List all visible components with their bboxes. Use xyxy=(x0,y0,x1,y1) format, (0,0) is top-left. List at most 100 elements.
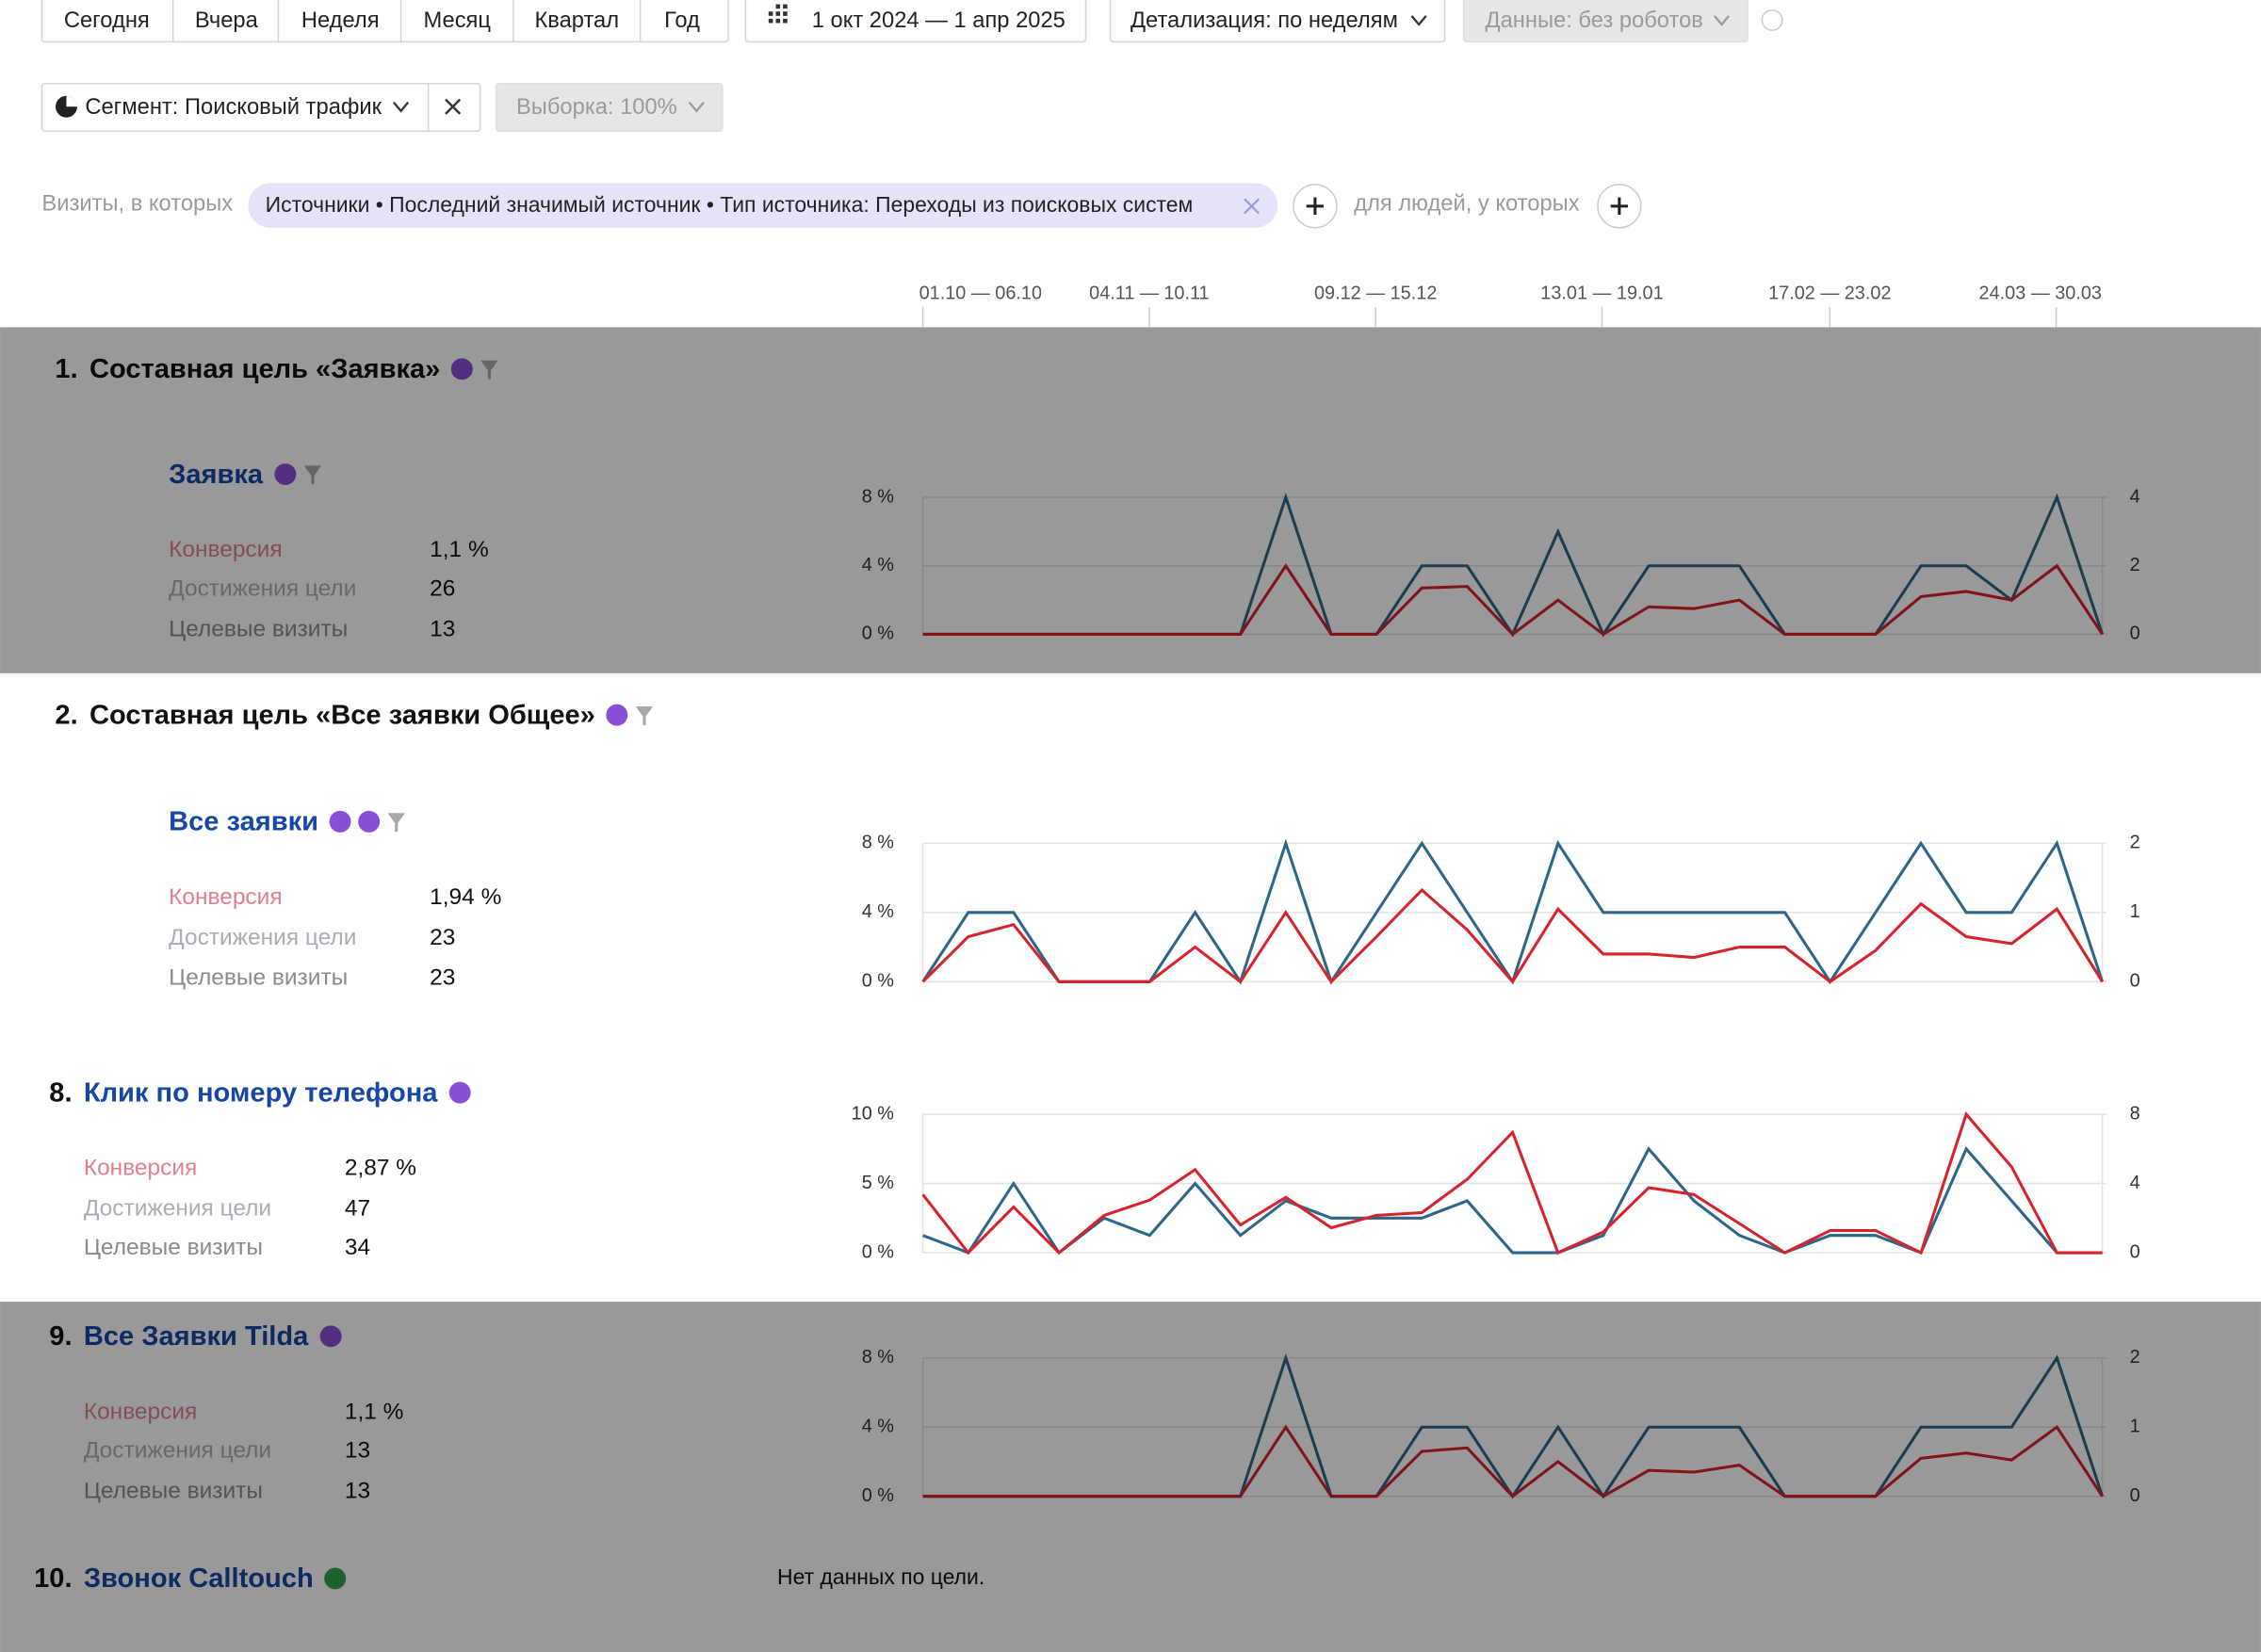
segment-label[interactable]: Сегмент: Поисковый трафик xyxy=(85,95,382,120)
funnel-icon xyxy=(303,465,322,485)
metric-label: Конверсия xyxy=(84,1399,197,1424)
goal-block: 2. Составная цель «Все заявки Общее» Все з… xyxy=(55,700,2139,991)
goal-step[interactable]: Все заявки xyxy=(169,807,318,837)
y2-tick-label: 2 xyxy=(2130,555,2140,575)
highlight-overlays xyxy=(0,327,2261,1652)
goal-block: 9. Все Заявки Tilda Конверсия 1,1 % Достижен… xyxy=(49,1321,2139,1506)
metric-label: Конверсия xyxy=(84,1156,197,1181)
metric-label: Достижения цели xyxy=(169,575,356,601)
goal-type-icon xyxy=(448,1081,471,1104)
metric-value: 23 xyxy=(430,925,455,950)
metric-label: Конверсия xyxy=(169,884,282,910)
goal-title: Составная цель «Все заявки Общее» xyxy=(89,700,595,730)
metric-label: Конверсия xyxy=(169,537,282,562)
detail-button[interactable] xyxy=(1109,0,1446,43)
timeline-label: 09.12 — 15.12 xyxy=(1314,283,1437,303)
series-line xyxy=(922,1146,2103,1255)
y-tick-label: 5 % xyxy=(862,1173,894,1193)
date-range-button[interactable] xyxy=(744,0,1087,43)
y2-tick-label: 8 xyxy=(2130,1103,2140,1124)
robots-label[interactable]: Данные: без роботов xyxy=(1486,8,1703,33)
goal-number: 1. xyxy=(55,354,77,384)
goal-type-icon xyxy=(606,704,628,726)
segment-button[interactable] xyxy=(41,83,481,133)
y2-tick-label: 0 xyxy=(2130,1485,2140,1506)
timeline-label: 01.10 — 06.10 xyxy=(919,283,1042,303)
chevron xyxy=(393,101,410,113)
timeline-label: 13.01 — 19.01 xyxy=(1540,283,1663,303)
period-toolbar: Сегодня Вчера Неделя Месяц Квартал Год 1… xyxy=(41,0,1783,43)
metric-label: Целевые визиты xyxy=(84,1479,263,1504)
y-tick-label: 8 % xyxy=(862,1347,894,1368)
people-filter-label: для людей, у которых xyxy=(1354,192,1579,217)
y2-tick-label: 0 xyxy=(2130,624,2140,644)
y-tick-label: 4 % xyxy=(862,901,894,922)
no-data-message: Нет данных по цели. xyxy=(777,1564,984,1589)
sample-label[interactable]: Выборка: 100% xyxy=(516,95,677,120)
metric-label: Достижения цели xyxy=(169,925,356,950)
date-range[interactable]: 1 окт 2024 — 1 апр 2025 xyxy=(812,8,1065,33)
series-line xyxy=(921,1111,2103,1255)
goal-type-icon xyxy=(450,358,473,381)
series-line xyxy=(922,562,2104,637)
y-tick-label: 0 % xyxy=(862,1241,894,1262)
metric-value: 13 xyxy=(345,1438,370,1464)
timeline: 01.10 — 06.10 04.11 — 10.11 09.12 — 15.12 1… xyxy=(919,283,2102,328)
info-icon[interactable] xyxy=(1761,8,1783,31)
metric-value: 13 xyxy=(345,1479,370,1504)
y-tick-label: 4 % xyxy=(862,555,894,575)
period-button[interactable]: Неделя xyxy=(301,8,380,33)
sample-button[interactable] xyxy=(495,83,724,133)
y2-tick-label: 0 xyxy=(2130,971,2140,992)
y2-tick-label: 0 xyxy=(2130,1241,2140,1262)
goal-title[interactable]: Звонок Calltouch xyxy=(84,1563,314,1594)
remove-filter[interactable] xyxy=(1244,198,1260,215)
timeline-label: 24.03 — 30.03 xyxy=(1979,283,2102,303)
filter-condition[interactable]: Источники • Последний значимый источник … xyxy=(266,192,1194,217)
chevron xyxy=(688,101,705,113)
robots-button[interactable] xyxy=(1462,0,1749,43)
remove-segment[interactable] xyxy=(445,98,462,115)
y2-tick-label: 4 xyxy=(2130,486,2140,507)
highlight-overlay xyxy=(0,327,2261,673)
metric-label: Достижения цели xyxy=(84,1438,271,1464)
goal-number: 8. xyxy=(49,1077,72,1108)
filter-bar: Визиты, в которых Источники • Последний … xyxy=(41,183,1642,229)
metric-value: 13 xyxy=(430,616,455,641)
metric-value: 1,1 % xyxy=(345,1399,404,1424)
funnel-icon xyxy=(480,360,498,380)
metric-value: 2,87 % xyxy=(345,1156,416,1181)
period-button[interactable]: Год xyxy=(664,8,700,33)
goal-block: 1. Составная цель «Заявка» Заявка Конверсия… xyxy=(55,354,2139,644)
metric-value: 47 xyxy=(345,1196,370,1222)
filter-chip[interactable] xyxy=(248,183,1278,228)
funnel-icon xyxy=(387,813,405,833)
y-tick-label: 0 % xyxy=(862,971,894,992)
metric-value: 26 xyxy=(430,575,455,601)
metric-label: Целевые визиты xyxy=(169,616,348,641)
metric-value: 1,1 % xyxy=(430,537,489,562)
goal-title[interactable]: Все Заявки Tilda xyxy=(84,1321,309,1352)
goal-step[interactable]: Заявка xyxy=(169,460,264,490)
period-button[interactable]: Вчера xyxy=(195,8,259,33)
detail-label[interactable]: Детализация: по неделям xyxy=(1130,8,1398,33)
goal-title: Составная цель «Заявка» xyxy=(89,354,440,384)
y-tick-label: 8 % xyxy=(862,486,894,507)
highlight-overlay xyxy=(0,1302,2261,1652)
period-button[interactable]: Сегодня xyxy=(64,8,150,33)
period-button[interactable]: Месяц xyxy=(423,8,491,33)
funnel-icon xyxy=(635,705,654,725)
goal-type-icon xyxy=(329,810,351,833)
goal-type-icon xyxy=(358,810,381,833)
y2-tick-label: 4 xyxy=(2130,1173,2140,1193)
goal-type-icon xyxy=(274,463,297,486)
goal-number: 2. xyxy=(55,700,77,730)
y2-tick-label: 1 xyxy=(2130,1416,2140,1436)
period-group xyxy=(41,0,729,43)
series-line xyxy=(922,1424,2104,1498)
goal-title[interactable]: Клик по номеру телефона xyxy=(84,1077,438,1108)
period-button[interactable]: Квартал xyxy=(534,8,619,33)
metric-value: 1,94 % xyxy=(430,884,501,910)
y2-tick-label: 2 xyxy=(2130,1347,2140,1368)
